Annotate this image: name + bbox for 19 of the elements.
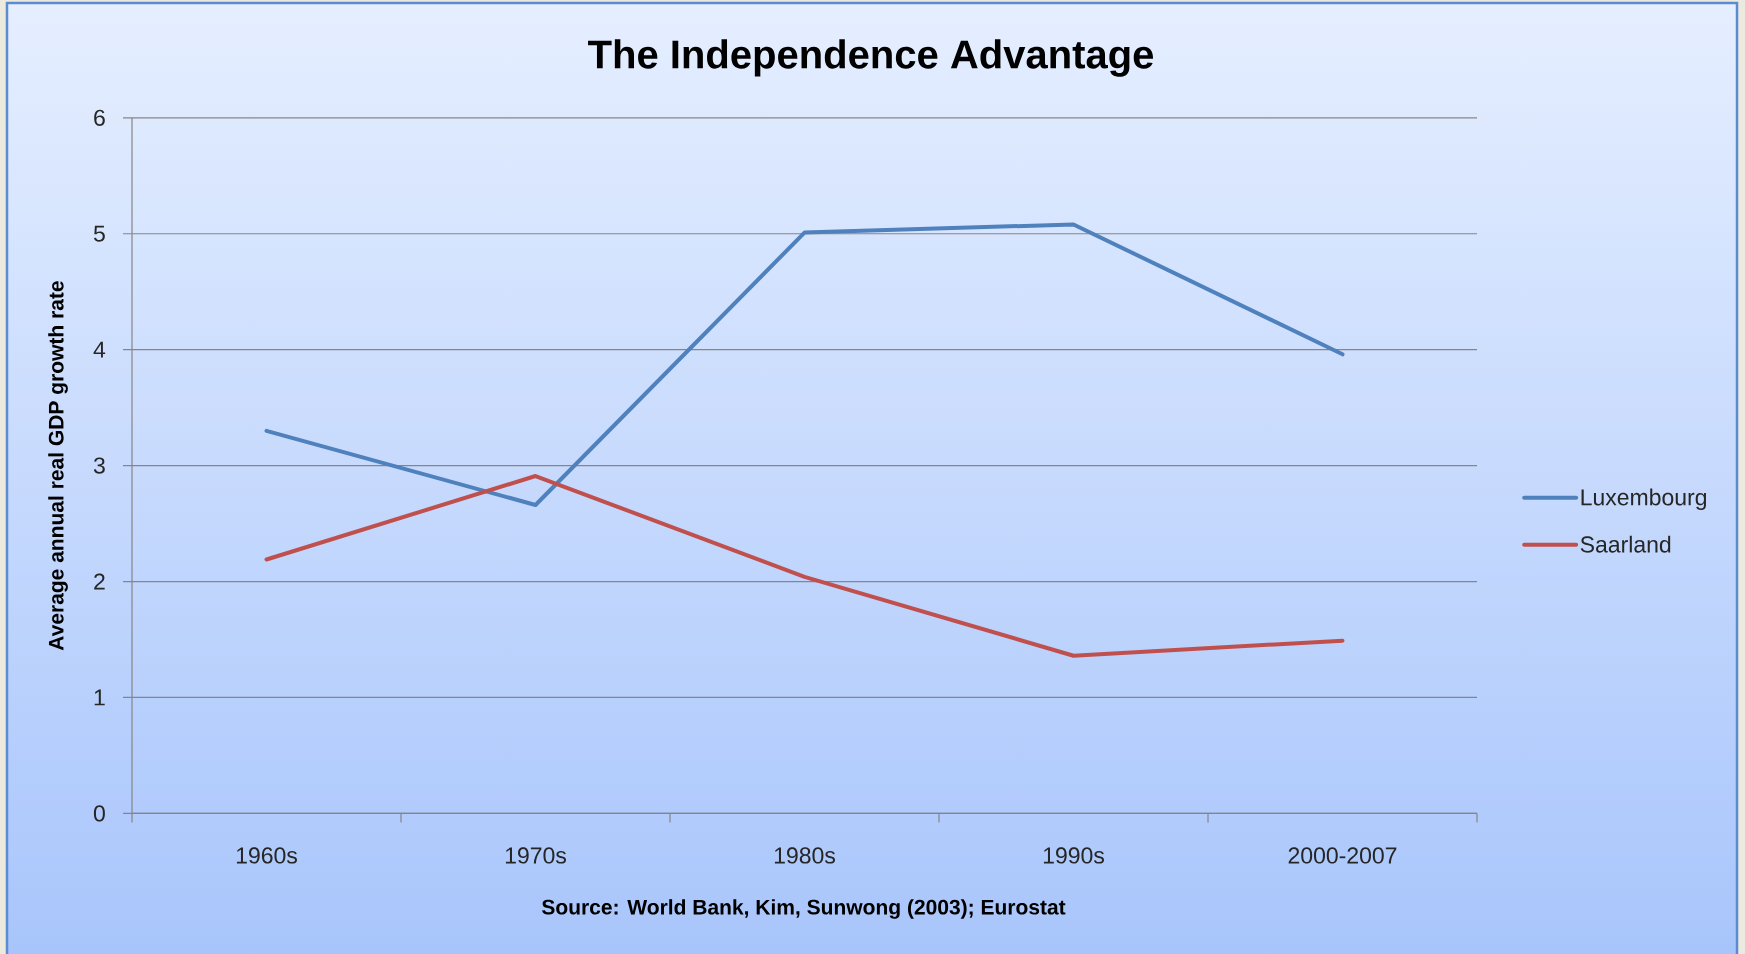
chart-title: The Independence Advantage bbox=[588, 39, 1154, 77]
line-series bbox=[264, 222, 1345, 508]
x-tick-label: 2000-2007 bbox=[1288, 847, 1397, 864]
y-tick-label: 5 bbox=[93, 225, 105, 242]
legend-label: Saarland bbox=[1580, 535, 1671, 553]
x-tick-label: 1980s bbox=[774, 847, 835, 864]
y-tick-label: 1 bbox=[94, 689, 105, 706]
legend-label: Luxembourg bbox=[1581, 488, 1707, 511]
y-tick-label: 0 bbox=[93, 805, 105, 822]
y-tick-label: 3 bbox=[93, 457, 105, 474]
y-axis-title: Average annual real GDP growth rate bbox=[48, 281, 68, 651]
line-series bbox=[264, 474, 1345, 658]
x-tick-label: 1970s bbox=[505, 847, 566, 864]
y-tick-label: 2 bbox=[94, 573, 105, 590]
x-tick-label: 1960s bbox=[236, 847, 297, 864]
x-tick-label: 1990s bbox=[1043, 847, 1104, 864]
y-tick-label: 6 bbox=[94, 109, 105, 126]
y-tick-label: 4 bbox=[93, 341, 106, 358]
source-note: Source: World Bank, Kim, Sunwong (2003); Eurostat bbox=[541, 899, 1066, 919]
